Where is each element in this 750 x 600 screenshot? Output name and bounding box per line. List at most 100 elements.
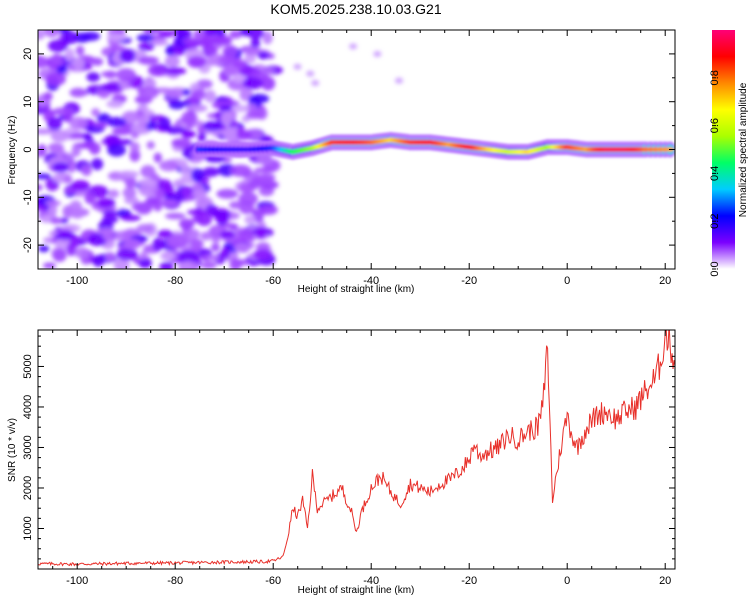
noise-blob: [74, 247, 90, 259]
noise-blob: [91, 158, 104, 171]
spectrogram-x-ticks: -100 -80 -60 -40 -20 0 20: [52, 30, 671, 287]
noise-blob: [210, 243, 221, 252]
noise-blob: [99, 83, 121, 91]
noise-blob: [232, 74, 247, 83]
noise-blob: [144, 120, 159, 131]
noise-blob: [206, 254, 220, 261]
noise-blob: [250, 37, 261, 49]
noise-blob: [138, 42, 155, 52]
noise-blob: [138, 114, 148, 129]
noise-blob: [62, 30, 79, 45]
noise-blob: [158, 30, 174, 38]
noise-blob: [181, 110, 198, 125]
noise-blob: [210, 35, 233, 46]
noise-blob: [75, 45, 85, 56]
noise-blob: [106, 100, 124, 109]
colorbar-tick-label: 0.2: [709, 214, 721, 229]
x-tick-label: -40: [363, 575, 379, 587]
noise-blob: [92, 254, 105, 267]
noise-blob: [137, 85, 159, 100]
y-tick-label: 0: [22, 146, 34, 152]
noise-blob: [157, 229, 173, 238]
x-tick-label: -100: [66, 575, 88, 587]
colorbar-label: Normalized spectral amplitude: [738, 82, 749, 217]
noise-blob: [234, 242, 250, 253]
noise-blob: [136, 33, 155, 42]
y-tick-label: 20: [22, 48, 34, 60]
noise-blob: [293, 63, 302, 70]
noise-blob: [187, 238, 204, 250]
noise-blob: [175, 30, 187, 35]
noise-blob: [81, 164, 92, 177]
colorbar-tick-label: 0.4: [709, 166, 721, 181]
noise-blob: [220, 247, 231, 259]
figure-title: KOM5.2025.238.10.03.G21: [270, 1, 441, 17]
noise-blob: [106, 33, 128, 41]
noise-blob: [395, 77, 404, 84]
noise-blob: [254, 167, 276, 174]
noise-blob: [116, 248, 139, 261]
noise-blob: [71, 144, 81, 157]
noise-blob: [232, 59, 248, 69]
noise-blob: [165, 212, 186, 220]
spectrogram-panel: -100 -80 -60 -40 -20 0 20 20 10 0 -10 -20 Height o…: [7, 29, 676, 295]
signal-ridge: [193, 131, 675, 160]
noise-blob: [107, 143, 126, 157]
noise-blob: [140, 165, 156, 178]
colorbar-tick-label: 0.6: [709, 118, 721, 133]
noise-blob: [86, 72, 101, 82]
noise-blob: [244, 215, 257, 225]
noise-blob: [129, 141, 140, 153]
noise-blob: [137, 103, 149, 112]
x-tick-label: 20: [659, 575, 671, 587]
noise-blob: [117, 139, 133, 146]
noise-blob: [120, 214, 141, 222]
noise-blob: [168, 233, 190, 246]
noise-blob: [147, 64, 168, 77]
noise-blob: [225, 129, 238, 144]
colorbar-ticks: 0.0 0.2 0.4 0.6 0.8: [709, 70, 721, 276]
x-tick-label: 20: [659, 275, 671, 287]
noise-blob: [69, 87, 87, 98]
noise-blob: [233, 259, 250, 266]
noise-blob: [43, 91, 53, 101]
noise-blob: [124, 196, 139, 205]
x-tick-label: -20: [461, 275, 477, 287]
noise-blob: [152, 199, 163, 212]
noise-blob: [91, 108, 101, 117]
noise-blob: [202, 120, 223, 132]
noise-blob: [107, 117, 127, 128]
noise-blob: [164, 55, 180, 68]
x-tick-label: 0: [564, 575, 570, 587]
y-tick-label: 3000: [22, 435, 34, 459]
noise-blob: [67, 159, 77, 173]
noise-blob: [121, 110, 140, 124]
noise-blob: [45, 200, 62, 207]
noise-blob: [202, 167, 220, 177]
noise-blob: [69, 235, 81, 248]
noise-blob: [38, 30, 46, 40]
noise-blob: [153, 152, 163, 163]
noise-blob: [71, 180, 90, 192]
noise-blob: [42, 262, 57, 269]
y-tick-label: 5000: [22, 354, 34, 378]
noise-blob: [131, 201, 153, 212]
noise-blob: [87, 233, 108, 246]
noise-blob: [50, 129, 69, 143]
noise-blob: [191, 168, 205, 183]
noise-blob: [155, 188, 165, 200]
noise-blob: [136, 179, 158, 186]
noise-blob: [47, 39, 69, 53]
x-tick-label: -80: [167, 575, 183, 587]
noise-blob: [44, 30, 60, 38]
noise-blob: [119, 48, 136, 63]
noise-blob: [182, 37, 197, 45]
noise-blob: [221, 214, 230, 222]
noise-blob: [38, 173, 52, 180]
noise-blob: [197, 132, 206, 143]
noise-blob: [184, 228, 201, 240]
colorbar: 0.0 0.2 0.4 0.6 0.8 Normalized spectral ampl…: [709, 30, 749, 277]
noise-blob: [138, 183, 159, 197]
spectrogram-x-label: Height of straight line (km): [298, 284, 415, 295]
noise-blob: [38, 144, 47, 157]
